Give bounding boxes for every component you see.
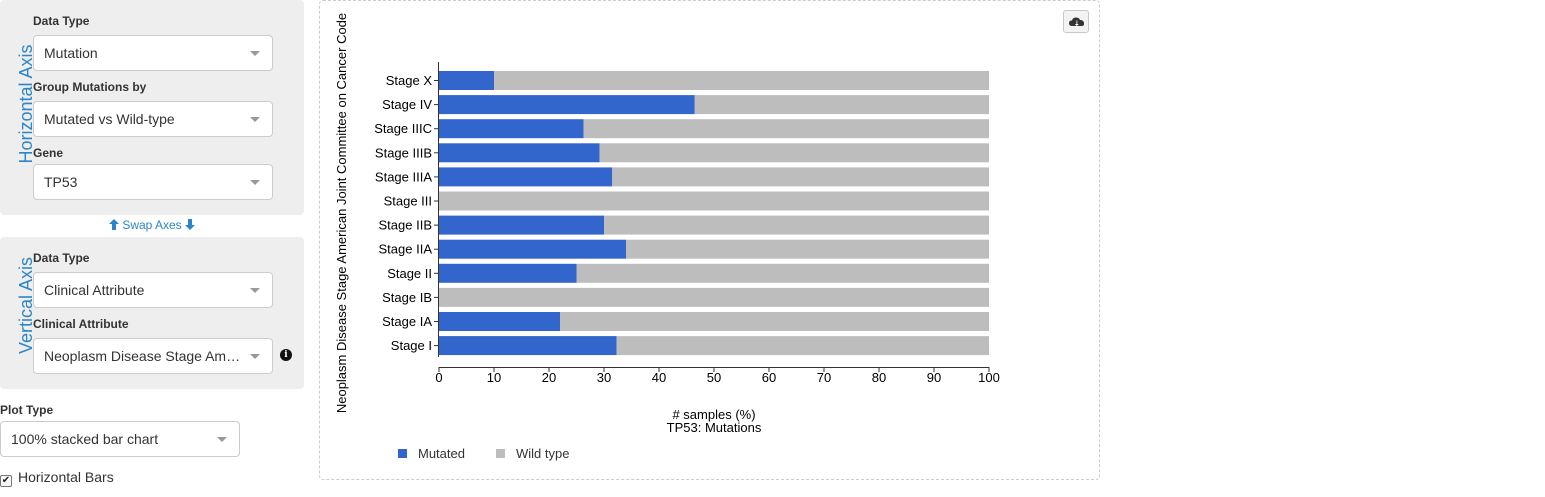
horizontal-bars-label: Horizontal Bars	[18, 469, 114, 485]
chevron-down-icon	[250, 180, 260, 185]
plot-type-value: 100% stacked bar chart	[11, 431, 159, 447]
group-mutations-label: Group Mutations by	[33, 80, 147, 94]
h-data-type-value: Mutation	[44, 45, 98, 61]
v-data-type-value: Clinical Attribute	[44, 282, 145, 298]
chevron-down-icon	[250, 51, 260, 56]
arrow-down-icon	[185, 219, 196, 230]
cloud-download-icon	[1069, 17, 1085, 26]
h-data-type-select[interactable]: Mutation	[33, 35, 273, 71]
gene-value: TP53	[44, 174, 78, 190]
info-icon[interactable]: i	[280, 349, 292, 361]
v-data-type-select[interactable]: Clinical Attribute	[33, 272, 273, 308]
gene-select[interactable]: TP53	[33, 164, 273, 200]
horizontal-axis-panel: Horizontal Axis Data Type Mutation Group…	[0, 0, 304, 215]
swap-axes-button[interactable]: Swap Axes	[0, 218, 304, 232]
horizontal-bars-option[interactable]: ✔ Horizontal Bars	[0, 469, 114, 487]
v-data-type-label: Data Type	[33, 251, 90, 265]
group-mutations-select[interactable]: Mutated vs Wild-type	[33, 101, 273, 137]
swap-axes-label: Swap Axes	[122, 218, 182, 232]
chevron-down-icon	[250, 354, 260, 359]
horizontal-bars-checkbox[interactable]: ✔	[0, 475, 12, 487]
download-button[interactable]	[1063, 10, 1089, 33]
clinical-attribute-value: Neoplasm Disease Stage American Joint Co…	[44, 348, 272, 364]
h-data-type-label: Data Type	[33, 14, 90, 28]
group-mutations-value: Mutated vs Wild-type	[44, 111, 175, 127]
plot-type-select[interactable]: 100% stacked bar chart	[0, 421, 240, 457]
chevron-down-icon	[250, 288, 260, 293]
plot-container	[319, 0, 1100, 480]
arrow-up-icon	[108, 219, 119, 230]
vertical-axis-panel: Vertical Axis Data Type Clinical Attribu…	[0, 237, 304, 389]
clinical-attribute-select[interactable]: Neoplasm Disease Stage American Joint Co…	[33, 338, 273, 374]
clinical-attribute-label: Clinical Attribute	[33, 317, 129, 331]
plot-type-label: Plot Type	[0, 403, 54, 417]
gene-label: Gene	[33, 146, 64, 160]
chevron-down-icon	[250, 117, 260, 122]
chevron-down-icon	[217, 437, 227, 442]
